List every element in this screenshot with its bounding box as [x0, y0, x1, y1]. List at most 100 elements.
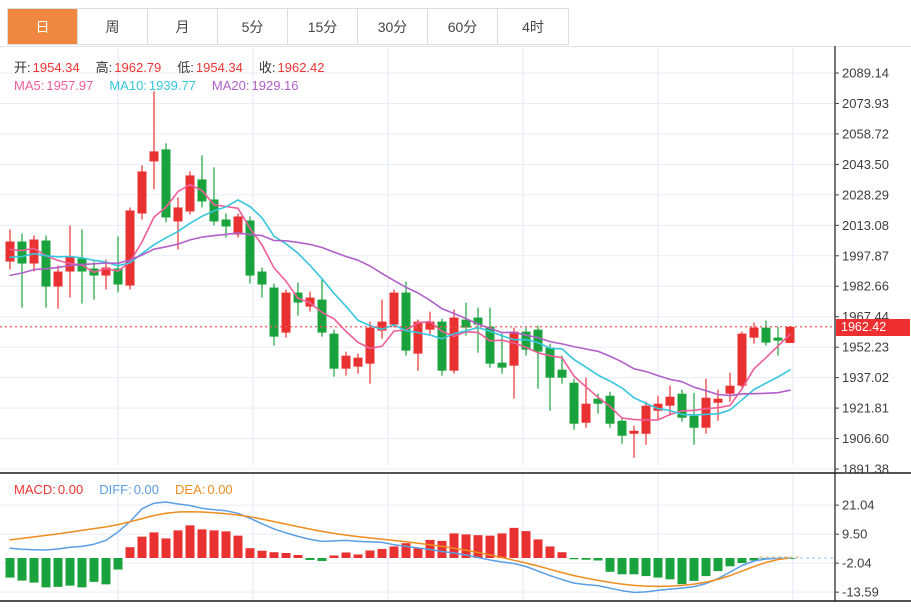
macd-bar — [101, 558, 111, 585]
macd-bar — [65, 558, 75, 586]
macd-bar — [29, 558, 39, 583]
macd-bar — [365, 550, 375, 558]
candle-body — [173, 207, 183, 222]
macd-bar — [413, 548, 423, 558]
candle-body — [353, 357, 363, 367]
candle-body — [473, 317, 483, 325]
macd-bar — [257, 550, 267, 558]
candle-body — [41, 240, 51, 287]
macd-bar — [389, 546, 399, 558]
ohlc-legend: 开: 1954.34 高: 1962.79 低: 1954.34 收: 1962.42 — [14, 57, 341, 76]
candle-body — [461, 319, 471, 328]
macd-bar — [593, 558, 603, 561]
candle-body — [5, 241, 15, 262]
candle-body — [701, 397, 711, 428]
candle-body — [161, 149, 171, 218]
candle-body — [425, 321, 435, 330]
candle-body — [749, 327, 759, 338]
macd-bar — [545, 546, 555, 558]
macd-bar — [233, 535, 243, 558]
legend-value: 0.00 — [57, 482, 84, 497]
legend-value: 1929.16 — [251, 78, 299, 93]
tab-month[interactable]: 月 — [148, 9, 218, 44]
macd-bar — [653, 558, 663, 578]
macd-bar — [293, 554, 303, 558]
macd-bar — [377, 548, 387, 558]
macd-bar — [197, 529, 207, 558]
ma20-line — [9, 232, 791, 397]
candle-body — [101, 267, 111, 276]
legend-label: 低: — [177, 60, 194, 75]
candle-body — [509, 331, 519, 366]
tab-30min[interactable]: 30分 — [358, 9, 428, 44]
macd-bar — [581, 558, 591, 560]
tab-week[interactable]: 周 — [78, 9, 148, 44]
legend-label: 开: — [14, 60, 31, 75]
macd-bar — [329, 555, 339, 558]
macd-bar — [701, 558, 711, 577]
macd-bar — [41, 558, 51, 588]
macd-bar — [497, 533, 507, 558]
price-axis-label: 1952.23 — [842, 340, 889, 355]
candle-body — [521, 331, 531, 350]
macd-bar — [149, 532, 159, 558]
candle-body — [377, 321, 387, 331]
tab-60min[interactable]: 60分 — [428, 9, 498, 44]
candle-body — [485, 326, 495, 364]
candle-body — [449, 317, 459, 371]
candle-body — [725, 385, 735, 394]
macd-bar — [461, 534, 471, 558]
macd-bar — [437, 540, 447, 558]
price-axis-label: 1891.38 — [842, 462, 889, 477]
candle-body — [221, 219, 231, 227]
tab-4hour[interactable]: 4时 — [498, 9, 568, 44]
legend-value: 1954.34 — [32, 60, 80, 75]
legend-value: 0.00 — [207, 482, 233, 497]
macd-bar — [641, 558, 651, 577]
legend-label: DEA: — [175, 482, 206, 497]
macd-bar — [485, 535, 495, 558]
candle-body — [17, 241, 27, 264]
price-axis-label: 2013.08 — [842, 218, 889, 233]
candle-body — [233, 216, 243, 235]
candle-body — [689, 415, 699, 428]
tab-15min[interactable]: 15分 — [288, 9, 358, 44]
macd-axis-label: -13.59 — [842, 585, 879, 600]
macd-bar — [113, 558, 123, 570]
price-axis-label: 2058.72 — [842, 126, 889, 141]
ma-legend: MA5: 1957.97 MA10: 1939.77 MA20: 1929.16 — [14, 78, 315, 93]
candle-body — [761, 327, 771, 343]
macd-bar — [53, 558, 63, 587]
macd-bar — [677, 558, 687, 585]
macd-bar — [401, 543, 411, 558]
tab-day[interactable]: 日 — [8, 9, 78, 44]
candle-body — [281, 292, 291, 333]
macd-legend: MACD: 0.00 DIFF: 0.00 DEA: 0.00 — [14, 482, 249, 497]
candle-body — [653, 403, 663, 411]
candle-body — [149, 151, 159, 162]
legend-value: 1962.79 — [114, 60, 162, 75]
legend-label: MACD: — [14, 482, 56, 497]
macd-bar — [725, 558, 735, 567]
macd-bar — [5, 558, 15, 578]
legend-value: 1962.42 — [277, 60, 325, 75]
price-axis-label: 1937.02 — [842, 370, 889, 385]
candle-body — [497, 362, 507, 368]
legend-label: MA10: — [109, 78, 147, 93]
price-axis-label: 2073.93 — [842, 96, 889, 111]
price-axis-label: 2089.14 — [842, 66, 889, 81]
macd-bar — [713, 558, 723, 572]
tab-5min[interactable]: 5分 — [218, 9, 288, 44]
current-price-badge: 1962.42 — [836, 319, 910, 336]
macd-bar — [317, 558, 327, 562]
candle-body — [365, 327, 375, 364]
legend-label: 收: — [258, 60, 276, 75]
macd-bar — [341, 552, 351, 558]
legend-value: 1939.77 — [148, 78, 196, 93]
macd-bar — [665, 558, 675, 580]
macd-bar — [305, 558, 315, 561]
macd-bar — [557, 552, 567, 558]
candle-body — [125, 210, 135, 286]
